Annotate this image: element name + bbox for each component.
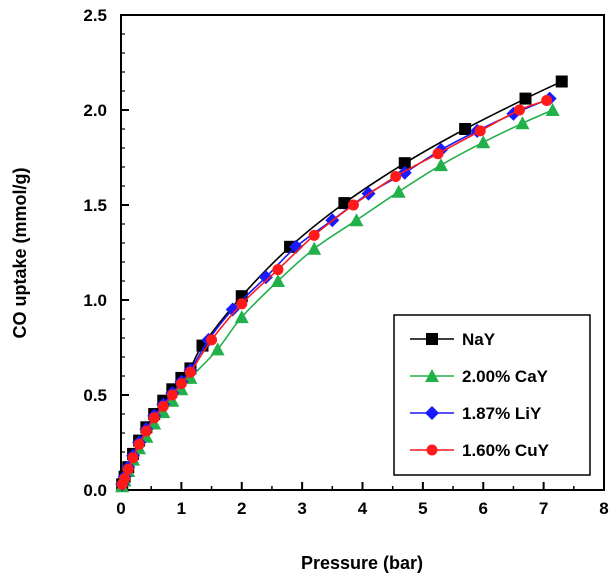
x-tick-label: 6 (479, 499, 488, 518)
data-point (289, 239, 304, 254)
y-tick-label: 1.5 (83, 196, 107, 215)
data-point (119, 473, 131, 485)
data-point (391, 184, 406, 198)
data-point (519, 92, 532, 105)
y-axis-label: CO uptake (mmol/g) (10, 167, 30, 338)
legend-entry: 2.00% CaY (410, 367, 549, 386)
series-3 (116, 95, 553, 490)
data-point (166, 389, 178, 401)
data-point (258, 270, 273, 285)
data-point (270, 274, 285, 287)
x-tick-label: 7 (539, 499, 548, 518)
data-point (184, 366, 196, 378)
series-layer (115, 75, 568, 493)
x-tick-label: 5 (418, 499, 427, 518)
data-point (234, 310, 249, 324)
legend-entry: 1.60% CuY (410, 441, 550, 460)
data-point (432, 148, 444, 160)
x-tick-label: 4 (358, 499, 368, 518)
data-point (133, 438, 145, 450)
data-point (545, 103, 560, 116)
y-tick-label: 2.5 (83, 6, 107, 25)
legend: NaY 2.00% CaY 1.87% LiY 1.60% CuY (393, 314, 591, 476)
data-point (541, 95, 553, 106)
data-point (390, 171, 402, 182)
data-point (433, 158, 448, 172)
x-tick-label: 8 (599, 499, 608, 518)
y-tick-label: 1.0 (83, 291, 107, 310)
legend-marker (425, 406, 439, 420)
data-point (513, 104, 525, 116)
data-point (175, 378, 187, 390)
legend-marker (426, 444, 438, 456)
x-tick-label: 1 (177, 499, 186, 518)
legend-marker (426, 333, 438, 345)
data-point (308, 229, 320, 241)
data-point (476, 135, 491, 149)
data-point (157, 400, 169, 412)
data-point (148, 412, 160, 424)
data-point (122, 463, 134, 475)
legend-entry: NaY (410, 330, 496, 349)
data-point (225, 302, 240, 317)
y-tick-label: 0.0 (83, 481, 107, 500)
data-point (459, 123, 472, 135)
x-axis-label: Pressure (bar) (301, 553, 423, 573)
data-point (398, 157, 411, 170)
x-tick-label: 3 (297, 499, 306, 518)
y-tick-label: 2.0 (83, 101, 107, 120)
data-point (347, 199, 359, 211)
data-point (210, 342, 225, 356)
y-tick-label: 0.5 (83, 386, 107, 405)
legend-label: 1.87% LiY (462, 404, 542, 423)
data-point (127, 452, 139, 464)
data-point (140, 425, 152, 437)
x-tick-label: 0 (116, 499, 125, 518)
data-point (555, 75, 568, 88)
legend-label: 1.60% CuY (462, 441, 550, 460)
data-point (206, 334, 218, 346)
data-point (236, 298, 248, 310)
legend-label: 2.00% CaY (462, 367, 549, 386)
data-point (338, 197, 351, 210)
data-point (515, 116, 530, 130)
data-point (349, 213, 364, 227)
data-point (307, 241, 322, 255)
legend-marker (425, 369, 439, 382)
x-tick-label: 2 (237, 499, 246, 518)
data-point (272, 264, 284, 276)
data-point (474, 125, 486, 137)
legend-label: NaY (462, 330, 496, 349)
legend-entry: 1.87% LiY (410, 404, 542, 423)
